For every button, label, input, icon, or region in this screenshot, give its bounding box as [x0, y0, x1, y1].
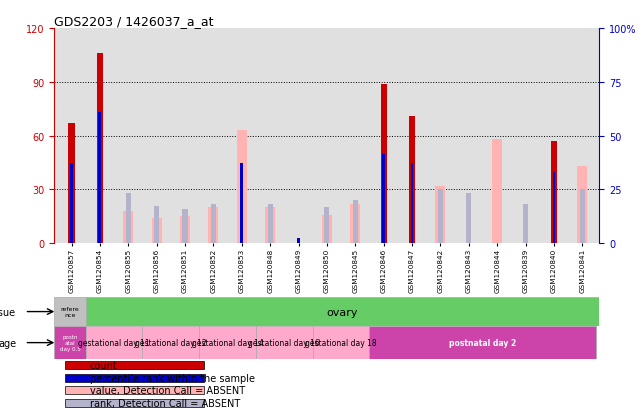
- Bar: [551, 142, 557, 244]
- Bar: [183, 210, 188, 244]
- Text: ovary: ovary: [327, 307, 358, 317]
- Bar: [69, 124, 74, 244]
- Bar: [438, 190, 443, 244]
- Text: tissue: tissue: [0, 307, 17, 317]
- Bar: [466, 194, 471, 244]
- Bar: [152, 218, 162, 244]
- Bar: [54, 297, 86, 326]
- Bar: [369, 326, 597, 359]
- Bar: [154, 206, 159, 244]
- Text: gestational day 11: gestational day 11: [78, 338, 150, 347]
- Text: GDS2203 / 1426037_a_at: GDS2203 / 1426037_a_at: [54, 15, 214, 28]
- Bar: [86, 326, 142, 359]
- Text: gestational day 18: gestational day 18: [305, 338, 377, 347]
- Bar: [256, 326, 313, 359]
- Text: gestational day 14: gestational day 14: [192, 338, 263, 347]
- Bar: [54, 326, 86, 359]
- Bar: [142, 326, 199, 359]
- Bar: [70, 163, 73, 244]
- Bar: [237, 131, 247, 244]
- Bar: [523, 204, 528, 244]
- Bar: [382, 154, 385, 244]
- Bar: [411, 163, 413, 244]
- Text: gestational day 12: gestational day 12: [135, 338, 206, 347]
- Bar: [322, 215, 332, 244]
- Bar: [409, 116, 415, 244]
- Text: gestational day 16: gestational day 16: [249, 338, 320, 347]
- Bar: [208, 208, 219, 244]
- Bar: [123, 211, 133, 244]
- Bar: [297, 238, 300, 244]
- Text: count: count: [90, 361, 117, 370]
- Bar: [126, 194, 131, 244]
- Bar: [65, 374, 204, 382]
- Text: value, Detection Call = ABSENT: value, Detection Call = ABSENT: [90, 385, 245, 395]
- Text: age: age: [0, 338, 17, 348]
- Text: postn
atal
day 0.5: postn atal day 0.5: [60, 335, 81, 351]
- Bar: [351, 204, 360, 244]
- Bar: [99, 113, 101, 244]
- Bar: [381, 84, 387, 244]
- Bar: [435, 186, 445, 244]
- Bar: [65, 386, 204, 394]
- Bar: [65, 361, 204, 370]
- Bar: [265, 208, 275, 244]
- Bar: [240, 163, 243, 244]
- Bar: [553, 172, 555, 244]
- Bar: [578, 167, 587, 244]
- Bar: [65, 399, 204, 407]
- Text: percentile rank within the sample: percentile rank within the sample: [90, 373, 255, 383]
- Bar: [97, 54, 103, 244]
- Text: rank, Detection Call = ABSENT: rank, Detection Call = ABSENT: [90, 398, 240, 408]
- Text: postnatal day 2: postnatal day 2: [449, 338, 517, 347]
- Bar: [199, 326, 256, 359]
- Bar: [313, 326, 369, 359]
- Bar: [579, 190, 585, 244]
- Bar: [324, 208, 329, 244]
- Bar: [180, 217, 190, 244]
- Text: refere
nce: refere nce: [61, 306, 79, 317]
- Bar: [492, 140, 502, 244]
- Bar: [353, 201, 358, 244]
- Bar: [211, 204, 216, 244]
- Bar: [267, 204, 272, 244]
